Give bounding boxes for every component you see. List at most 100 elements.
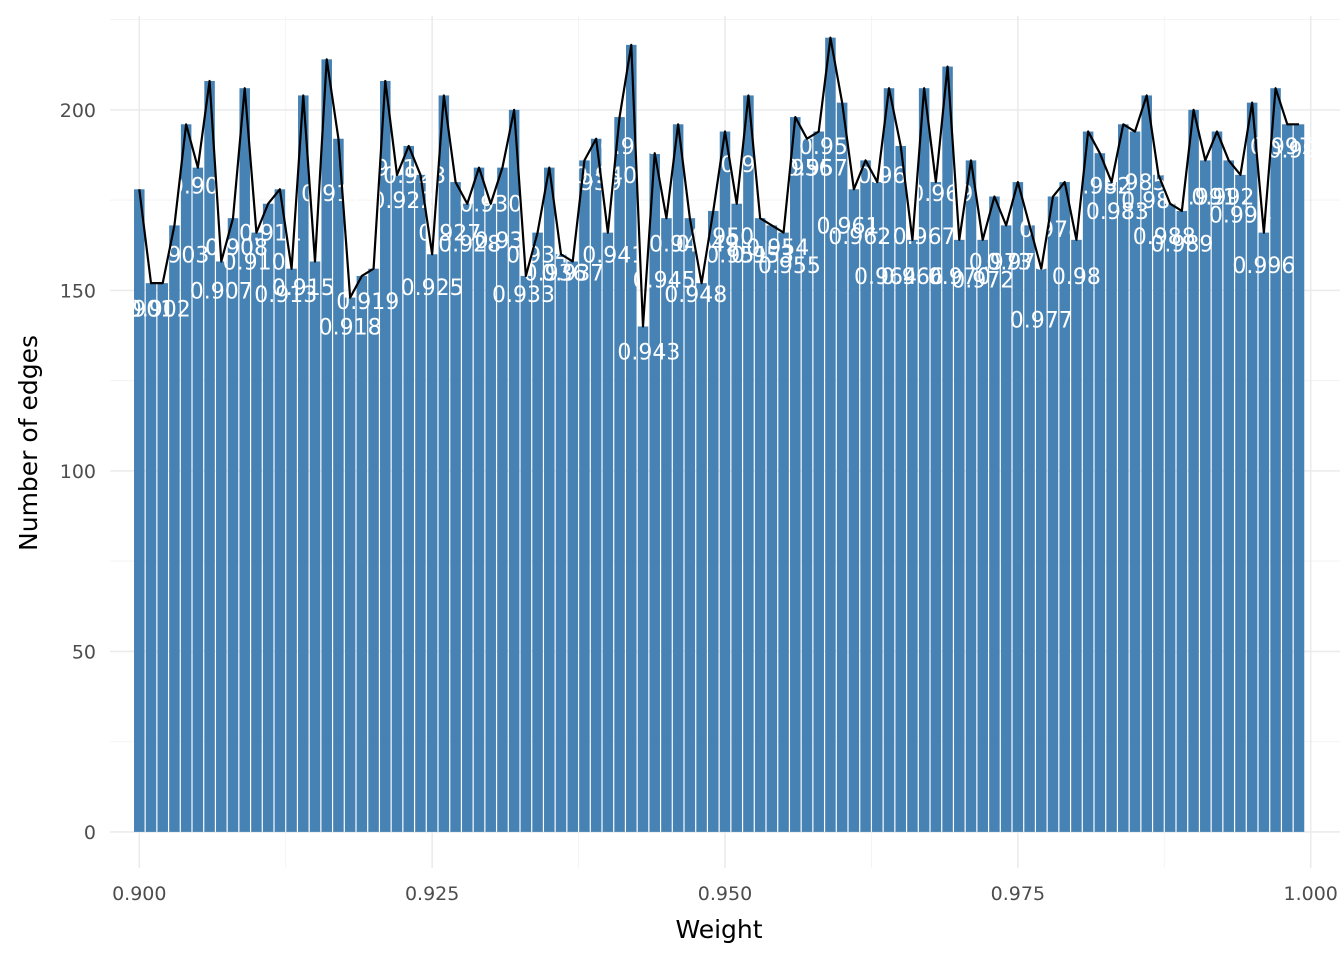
bar bbox=[637, 326, 649, 832]
bar bbox=[1235, 174, 1246, 832]
bar bbox=[813, 131, 824, 832]
bar-label: 0.983 bbox=[1086, 200, 1149, 225]
bar bbox=[954, 239, 965, 832]
bar bbox=[204, 80, 215, 832]
bar bbox=[368, 268, 379, 832]
bar bbox=[380, 80, 391, 832]
bar bbox=[485, 203, 496, 832]
bar bbox=[1082, 131, 1094, 832]
bar bbox=[1188, 109, 1199, 832]
bar-label: 0.989 bbox=[1150, 232, 1213, 257]
x-tick-label: 0.975 bbox=[991, 883, 1045, 905]
bar bbox=[883, 88, 895, 832]
bar-label: 0.908 bbox=[205, 236, 268, 261]
bar bbox=[918, 88, 930, 832]
bar bbox=[872, 182, 883, 832]
bar bbox=[848, 189, 860, 832]
bar bbox=[836, 102, 848, 832]
bar bbox=[251, 232, 262, 832]
bar-label: 0.967 bbox=[893, 225, 956, 250]
bar-label: 0.946 bbox=[649, 232, 712, 257]
bar bbox=[895, 145, 906, 832]
bar bbox=[1012, 182, 1024, 832]
minor-gridlines-x bbox=[285, 16, 1165, 868]
bar bbox=[1059, 182, 1070, 832]
bar-label: 0.969 bbox=[910, 182, 973, 207]
y-tick-label: 0 bbox=[84, 822, 96, 844]
bar-label: 0.964 bbox=[854, 265, 917, 290]
bar-label: 0.936 bbox=[524, 261, 587, 286]
bar bbox=[672, 124, 684, 832]
bar-label: 0.923 bbox=[383, 164, 446, 189]
bar-label: 0.992 bbox=[1191, 186, 1254, 211]
bar bbox=[462, 203, 473, 832]
bar bbox=[1118, 124, 1129, 832]
bar bbox=[1176, 210, 1188, 832]
bar bbox=[1129, 131, 1141, 832]
bar-label: 0.955 bbox=[758, 254, 821, 279]
bar bbox=[555, 254, 567, 832]
bar-label: 0.996 bbox=[1232, 254, 1295, 279]
bar bbox=[907, 239, 918, 832]
bar-label: 0.986 bbox=[1121, 189, 1184, 214]
bar bbox=[1200, 160, 1211, 832]
bar-label: 0.959 bbox=[799, 135, 862, 160]
bar bbox=[1153, 174, 1164, 832]
bar bbox=[1223, 160, 1234, 832]
bar-label: 0.953 bbox=[731, 243, 794, 268]
bar-label: 0.973 bbox=[969, 250, 1032, 275]
trend-line bbox=[138, 36, 1299, 328]
bar bbox=[1071, 239, 1082, 832]
bar bbox=[157, 283, 168, 832]
bar bbox=[544, 167, 555, 832]
bar-label: 0.915 bbox=[272, 276, 335, 301]
bar bbox=[579, 160, 590, 832]
bar bbox=[497, 167, 508, 832]
bar-label: 0.918 bbox=[319, 315, 382, 340]
y-axis-tick-labels: 0 50 100 150 200 bbox=[60, 100, 96, 844]
bar bbox=[1036, 268, 1047, 832]
bar-label: 0.948 bbox=[664, 283, 727, 308]
bar bbox=[274, 189, 286, 832]
bar bbox=[438, 95, 450, 832]
bar bbox=[180, 124, 192, 832]
bar-series bbox=[134, 37, 1305, 832]
bar bbox=[1246, 102, 1258, 832]
bar bbox=[333, 138, 344, 832]
bar bbox=[321, 59, 332, 832]
bar-label: 0.910 bbox=[223, 250, 286, 275]
x-tick-label: 1.000 bbox=[1284, 883, 1338, 905]
x-tick-label: 0.925 bbox=[405, 883, 459, 905]
bar bbox=[169, 225, 180, 832]
bar bbox=[1000, 225, 1012, 832]
bar-label: 0.966 bbox=[881, 265, 944, 290]
bar-label: 0.957 bbox=[785, 157, 848, 182]
bar bbox=[239, 88, 250, 832]
bar-label: 0.977 bbox=[1010, 308, 1073, 333]
bar bbox=[403, 145, 414, 832]
bar-label: 0.902 bbox=[128, 297, 191, 322]
bar bbox=[520, 275, 532, 832]
bar bbox=[1164, 203, 1176, 832]
bar-label: 0.951 bbox=[705, 243, 768, 268]
bar bbox=[508, 109, 520, 832]
bar bbox=[426, 254, 438, 832]
bar-label: 0.911 bbox=[239, 222, 302, 247]
bar bbox=[1106, 182, 1117, 832]
bar-label: 0.934 bbox=[506, 243, 569, 268]
bar bbox=[965, 160, 977, 832]
bar-label: 0.933 bbox=[492, 283, 555, 308]
bar bbox=[825, 37, 836, 832]
bar-label: 0.945 bbox=[633, 269, 696, 294]
x-axis-tick-labels: 0.900 0.925 0.950 0.975 1.000 bbox=[112, 883, 1338, 905]
bar-label: 0.954 bbox=[746, 236, 809, 261]
bar bbox=[801, 138, 813, 832]
bar bbox=[1258, 232, 1270, 832]
bar bbox=[1141, 95, 1152, 832]
bar-label: 0.962 bbox=[828, 225, 891, 250]
bar bbox=[145, 283, 157, 832]
bar bbox=[930, 182, 942, 832]
bar bbox=[942, 66, 953, 832]
x-tick-label: 0.950 bbox=[698, 883, 752, 905]
